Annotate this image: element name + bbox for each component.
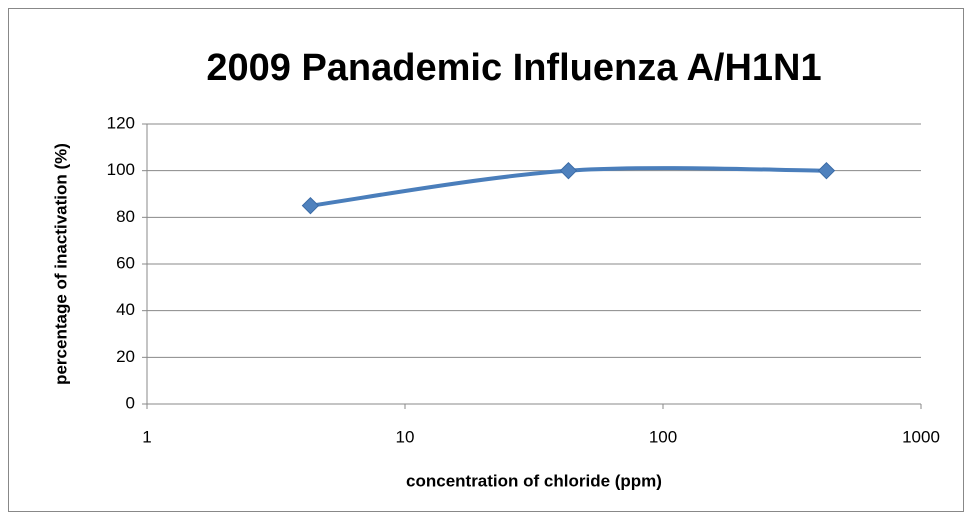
data-point [301,196,320,215]
chart-title: 2009 Panademic Influenza A/H1N1 [206,47,821,89]
y-tick-label: 80 [116,207,135,226]
x-tick-label: 1 [142,427,151,446]
data-point [817,161,836,180]
y-tick-label: 20 [116,347,135,366]
x-axis-label: concentration of chloride (ppm) [406,471,662,490]
chart-border [8,8,964,512]
data-point [559,161,578,180]
y-axis-label: percentage of inactivation (%) [51,143,70,385]
y-tick-label: 40 [116,300,135,319]
y-tick-label: 60 [116,253,135,272]
x-tick-label: 100 [649,427,677,446]
y-tick-label: 0 [126,393,135,412]
x-tick-label: 10 [396,427,415,446]
y-tick-label: 100 [107,160,135,179]
y-tick-label: 120 [107,113,135,132]
x-tick-label: 1000 [902,427,940,446]
